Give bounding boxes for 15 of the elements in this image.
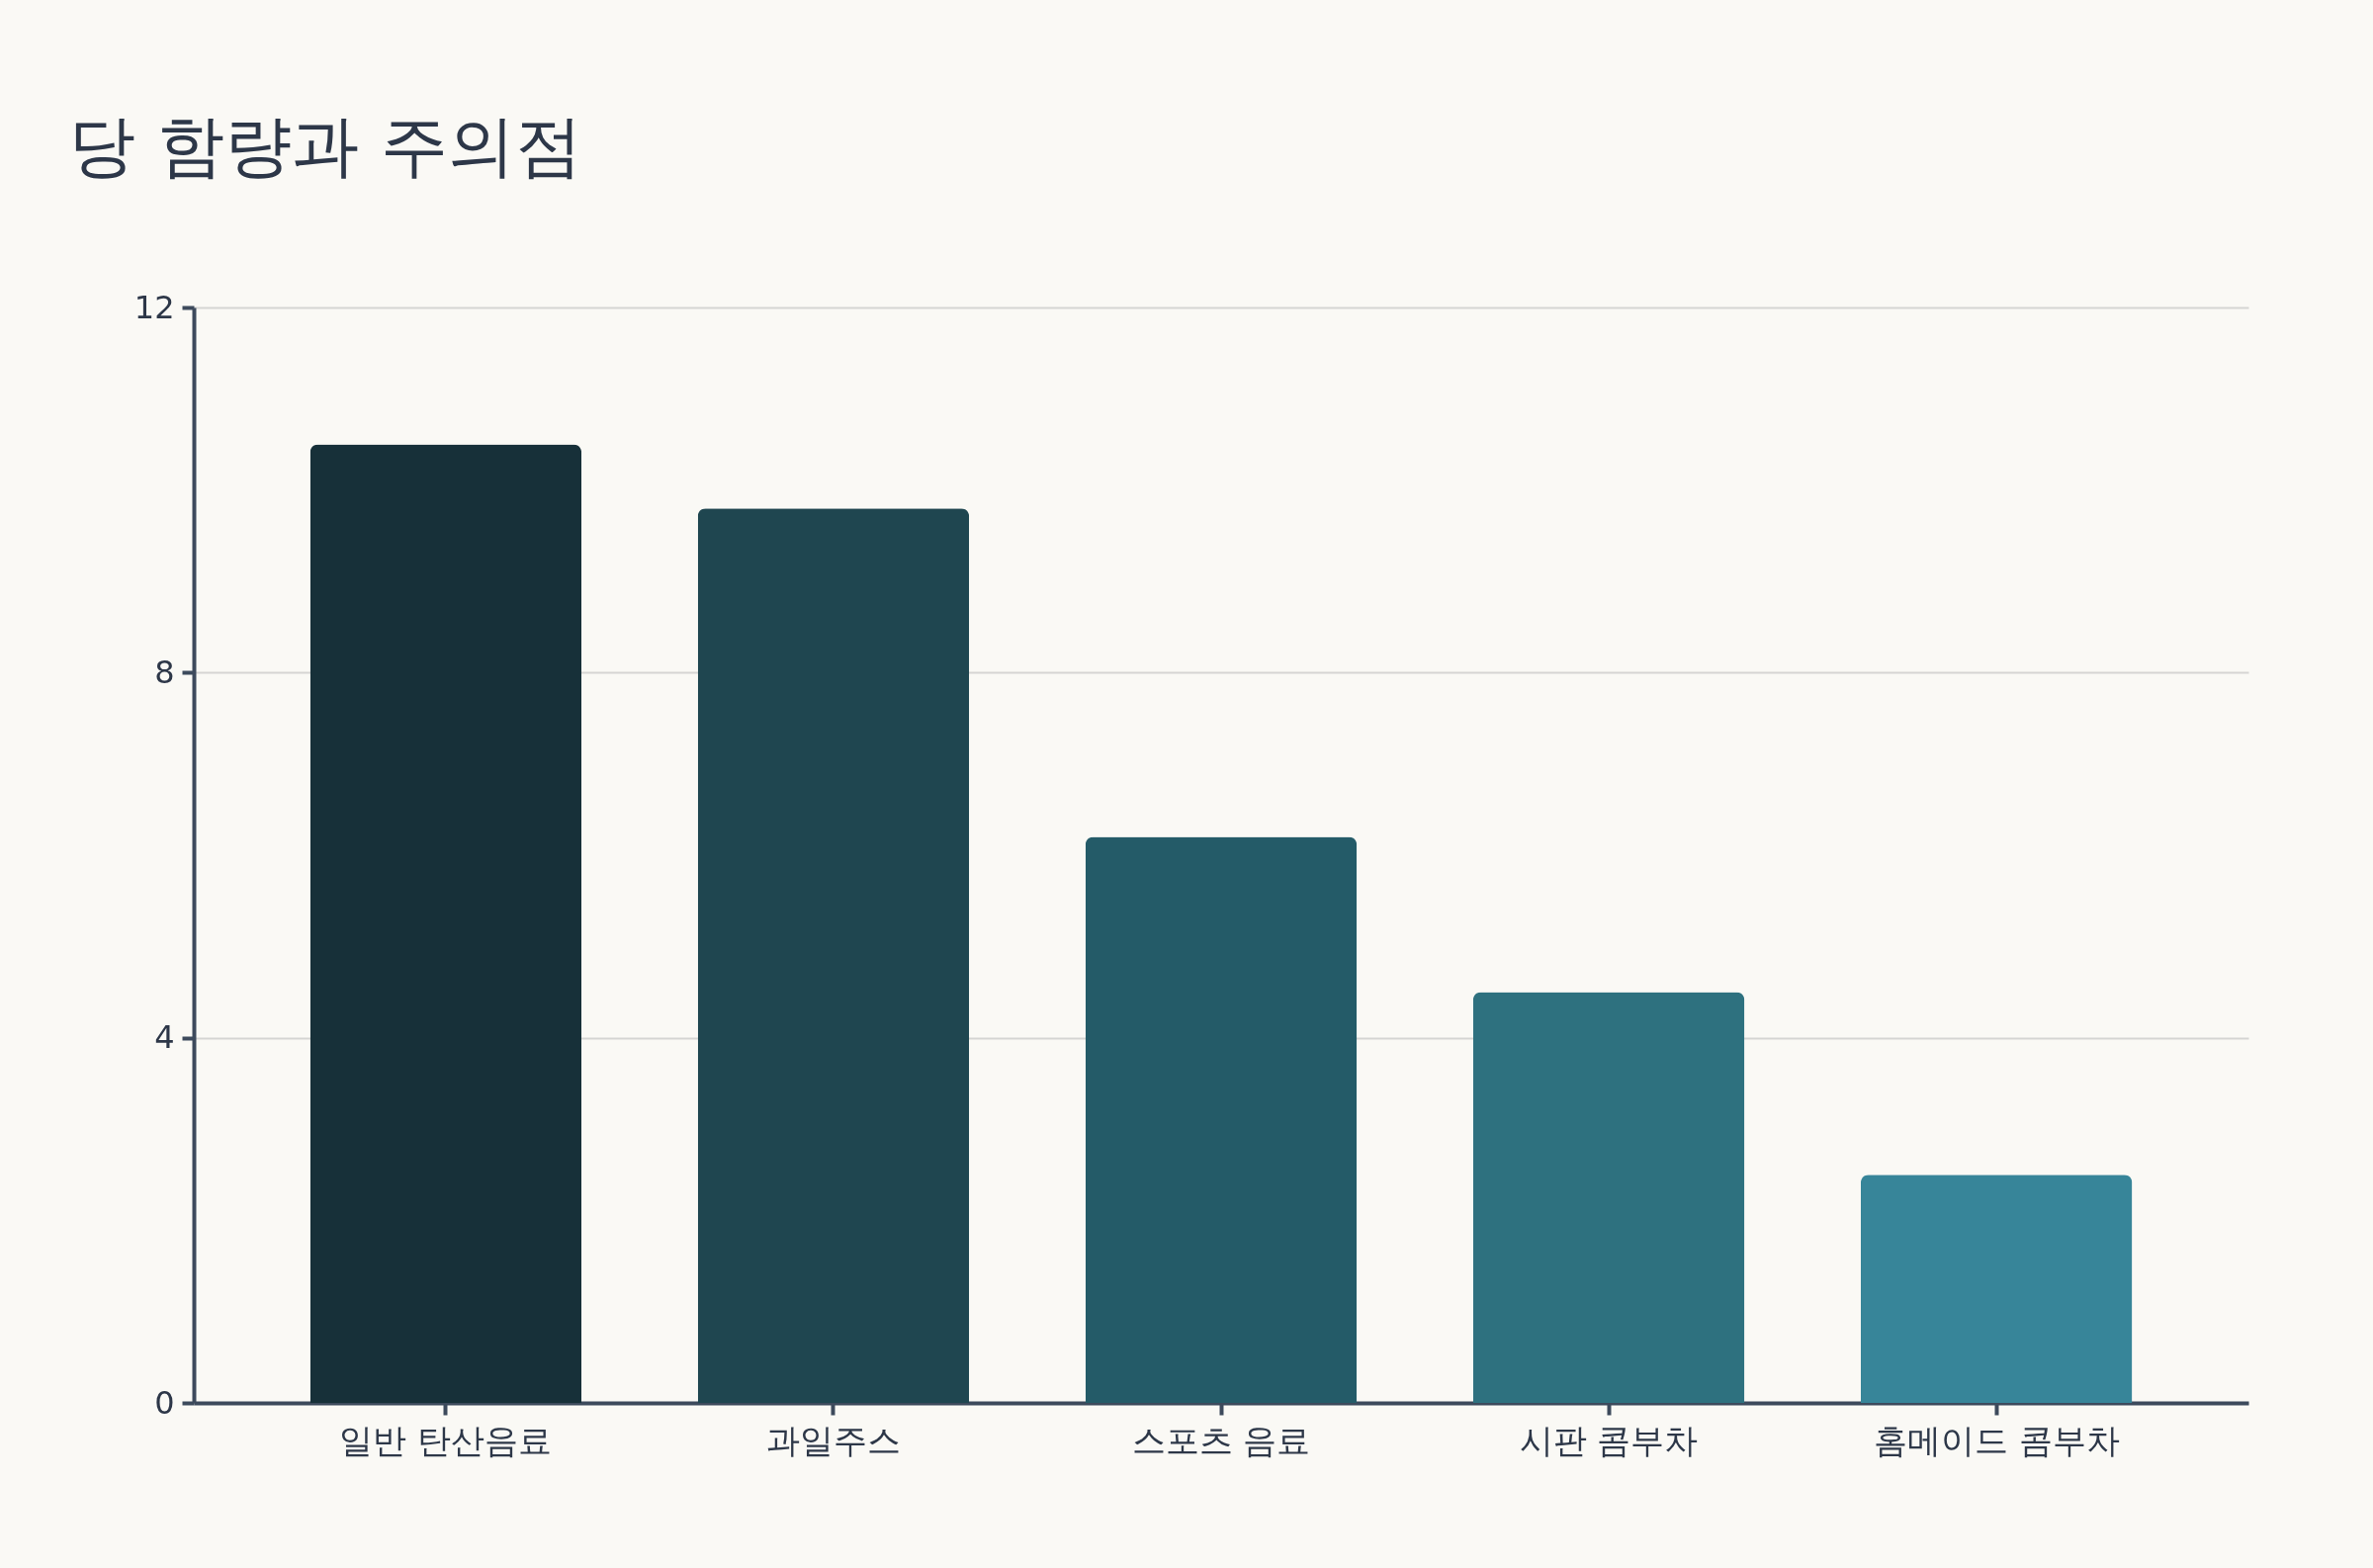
x-tick-label: 스포츠 음료 xyxy=(1131,1420,1311,1460)
bar xyxy=(309,444,582,1403)
x-tick-label: 시판 콤부차 xyxy=(1519,1420,1699,1460)
bar xyxy=(1860,1175,2133,1403)
bar xyxy=(697,508,970,1403)
y-tick-label: 0 xyxy=(154,1383,175,1422)
x-tick-label: 홈메이드 콤부차 xyxy=(1873,1420,2120,1460)
x-tick-label: 일반 탄산음료 xyxy=(339,1420,553,1460)
y-tick-label: 12 xyxy=(133,288,175,326)
chart-title: 당 함량과 주의점 xyxy=(68,107,582,185)
y-tick-label: 8 xyxy=(154,653,175,691)
bar xyxy=(1472,992,1745,1403)
bar xyxy=(1085,836,1358,1403)
y-tick-label: 4 xyxy=(154,1018,175,1057)
x-tick-label: 과일주스 xyxy=(765,1420,901,1460)
